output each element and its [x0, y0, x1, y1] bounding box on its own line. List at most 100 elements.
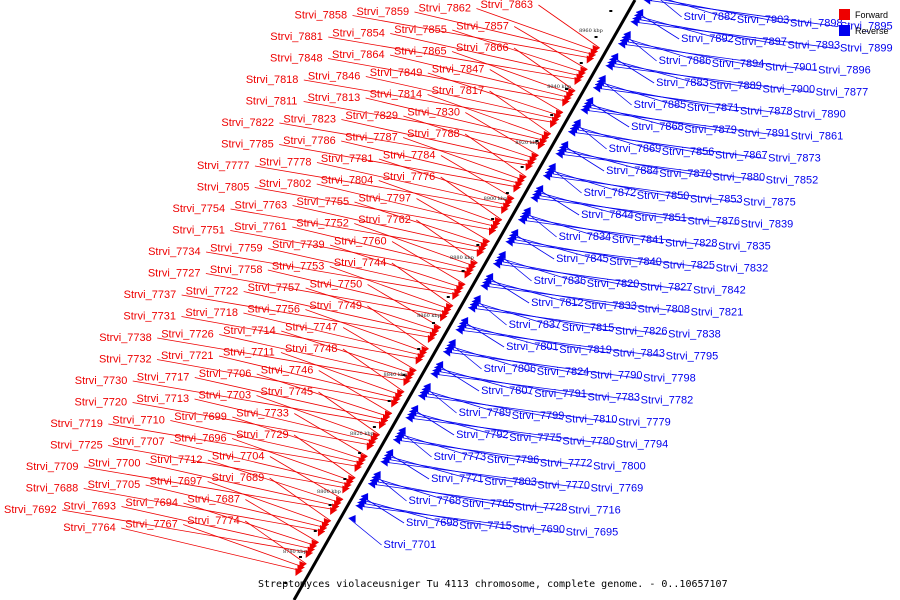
- gene-label[interactable]: Strvi_7810: [565, 413, 618, 425]
- gene-label[interactable]: Strvi_7842: [693, 285, 746, 297]
- gene-label[interactable]: Strvi_7699: [174, 411, 227, 423]
- gene-label[interactable]: Strvi_7903: [737, 14, 790, 26]
- gene-label[interactable]: Strvi_7857: [456, 21, 509, 33]
- gene-label[interactable]: Strvi_7807: [481, 385, 534, 397]
- gene-label[interactable]: Strvi_7748: [285, 343, 338, 355]
- gene-label[interactable]: Strvi_7812: [531, 297, 584, 309]
- gene-label[interactable]: Strvi_7885: [634, 99, 687, 111]
- gene-label[interactable]: Strvi_7869: [609, 143, 662, 155]
- gene-label[interactable]: Strvi_7747: [285, 322, 338, 334]
- gene-label[interactable]: Strvi_7836: [534, 275, 587, 287]
- gene-label[interactable]: Strvi_7693: [63, 501, 116, 513]
- gene-label[interactable]: Strvi_7753: [272, 261, 325, 273]
- gene-label[interactable]: Strvi_7787: [345, 132, 398, 144]
- gene-label[interactable]: Strvi_7856: [662, 146, 715, 158]
- gene-label[interactable]: Strvi_7752: [296, 218, 349, 230]
- gene-label[interactable]: Strvi_7718: [185, 307, 238, 319]
- gene-label[interactable]: Strvi_7692: [4, 504, 57, 516]
- gene-label[interactable]: Strvi_7871: [687, 102, 740, 114]
- gene-label[interactable]: Strvi_7704: [212, 451, 265, 463]
- gene-label[interactable]: Strvi_7832: [716, 263, 769, 275]
- gene-label[interactable]: Strvi_7848: [270, 53, 323, 65]
- gene-label[interactable]: Strvi_7777: [197, 160, 250, 172]
- gene-label[interactable]: Strvi_7899: [840, 43, 893, 55]
- gene-label[interactable]: Strvi_7759: [210, 243, 263, 255]
- gene-label[interactable]: Strvi_7863: [480, 0, 533, 11]
- gene-label[interactable]: Strvi_7737: [124, 289, 177, 301]
- gene-label[interactable]: Strvi_7687: [187, 494, 240, 506]
- gene-label[interactable]: Strvi_7896: [818, 65, 871, 77]
- gene-label[interactable]: Strvi_7813: [308, 92, 361, 104]
- gene-label[interactable]: Strvi_7783: [587, 391, 640, 403]
- gene-label[interactable]: Strvi_7716: [568, 505, 621, 517]
- gene-label[interactable]: Strvi_7827: [640, 281, 693, 293]
- gene-label[interactable]: Strvi_7861: [791, 131, 844, 143]
- gene-label[interactable]: Strvi_7821: [691, 307, 744, 319]
- gene-label[interactable]: Strvi_7727: [148, 268, 201, 280]
- gene-label[interactable]: Strvi_7833: [584, 300, 637, 312]
- gene-label[interactable]: Strvi_7772: [540, 457, 593, 469]
- gene-label[interactable]: Strvi_7824: [537, 366, 590, 378]
- gene-label[interactable]: Strvi_7755: [296, 196, 349, 208]
- gene-label[interactable]: Strvi_7779: [618, 417, 671, 429]
- gene-label[interactable]: Strvi_7705: [88, 479, 141, 491]
- gene-label[interactable]: Strvi_7728: [515, 501, 568, 513]
- gene-label[interactable]: Strvi_7804: [321, 175, 374, 187]
- gene-label[interactable]: Strvi_7854: [332, 28, 385, 40]
- gene-label[interactable]: Strvi_7862: [418, 3, 471, 15]
- gene-label[interactable]: Strvi_7696: [174, 433, 227, 445]
- gene-label[interactable]: Strvi_7826: [615, 325, 668, 337]
- gene-label[interactable]: Strvi_7881: [270, 31, 323, 43]
- gene-label[interactable]: Strvi_7756: [247, 304, 300, 316]
- gene-label[interactable]: Strvi_7726: [161, 329, 214, 341]
- gene-label[interactable]: Strvi_7815: [562, 322, 615, 334]
- gene-label[interactable]: Strvi_7828: [665, 237, 718, 249]
- gene-label[interactable]: Strvi_7803: [484, 476, 537, 488]
- gene-label[interactable]: Strvi_7694: [125, 497, 178, 509]
- gene-label[interactable]: Strvi_7898: [790, 17, 843, 29]
- gene-label[interactable]: Strvi_7891: [737, 127, 790, 139]
- gene-label[interactable]: Strvi_7868: [631, 121, 684, 133]
- gene-label[interactable]: Strvi_7789: [459, 407, 512, 419]
- gene-label[interactable]: Strvi_7878: [740, 105, 793, 117]
- gene-label[interactable]: Strvi_7893: [787, 39, 840, 51]
- gene-label[interactable]: Strvi_7897: [734, 36, 787, 48]
- gene-label[interactable]: Strvi_7721: [161, 350, 214, 362]
- gene-label[interactable]: Strvi_7884: [606, 165, 659, 177]
- gene-label[interactable]: Strvi_7700: [88, 458, 141, 470]
- gene-label[interactable]: Strvi_7750: [310, 279, 363, 291]
- gene-label[interactable]: Strvi_7877: [816, 87, 869, 99]
- gene-label[interactable]: Strvi_7847: [432, 64, 485, 76]
- gene-label[interactable]: Strvi_7841: [612, 234, 665, 246]
- gene-label[interactable]: Strvi_7870: [659, 168, 712, 180]
- gene-label[interactable]: Strvi_7758: [210, 264, 263, 276]
- gene-label[interactable]: Strvi_7839: [741, 219, 794, 231]
- gene-label[interactable]: Strvi_7882: [684, 11, 737, 23]
- gene-label[interactable]: Strvi_7782: [641, 395, 694, 407]
- gene-label[interactable]: Strvi_7780: [562, 435, 615, 447]
- gene-label[interactable]: Strvi_7808: [637, 303, 690, 315]
- gene-label[interactable]: Strvi_7801: [506, 341, 559, 353]
- gene-label[interactable]: Strvi_7879: [684, 124, 737, 136]
- gene-label[interactable]: Strvi_7845: [556, 253, 609, 265]
- gene-label[interactable]: Strvi_7886: [659, 55, 712, 67]
- gene-label[interactable]: Strvi_7900: [762, 83, 815, 95]
- gene-label[interactable]: Strvi_7784: [383, 150, 436, 162]
- gene-label[interactable]: Strvi_7895: [840, 21, 893, 33]
- gene-label[interactable]: Strvi_7775: [509, 432, 562, 444]
- gene-label[interactable]: Strvi_7851: [634, 212, 687, 224]
- gene-label[interactable]: Strvi_7714: [223, 325, 276, 337]
- gene-label[interactable]: Strvi_7764: [63, 522, 116, 534]
- gene-label[interactable]: Strvi_7762: [358, 214, 411, 226]
- gene-label[interactable]: Strvi_7701: [384, 539, 437, 551]
- gene-label[interactable]: Strvi_7739: [272, 239, 325, 251]
- gene-label[interactable]: Strvi_7698: [406, 517, 459, 529]
- gene-label[interactable]: Strvi_7689: [212, 472, 265, 484]
- gene-label[interactable]: Strvi_7873: [768, 153, 821, 165]
- gene-label[interactable]: Strvi_7843: [612, 347, 665, 359]
- gene-label[interactable]: Strvi_7825: [662, 259, 715, 271]
- gene-label[interactable]: Strvi_7829: [345, 110, 398, 122]
- gene-label[interactable]: Strvi_7834: [559, 231, 612, 243]
- gene-label[interactable]: Strvi_7853: [690, 193, 743, 205]
- gene-label[interactable]: Strvi_7830: [407, 107, 460, 119]
